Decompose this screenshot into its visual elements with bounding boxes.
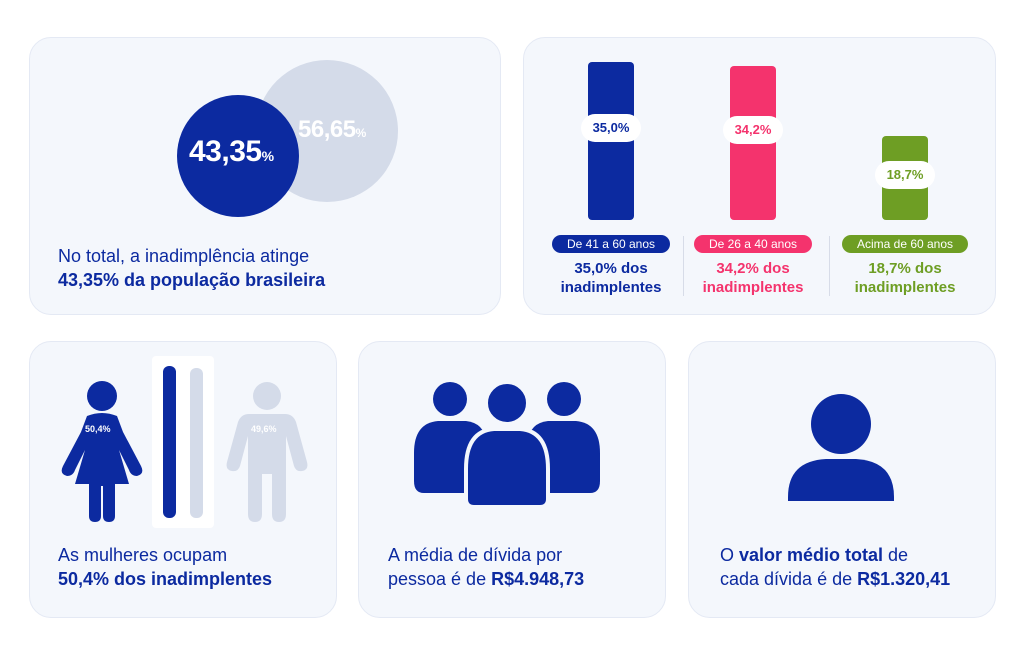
age-description-line: inadimplentes xyxy=(560,279,662,296)
age-description-line: 18,7% dos xyxy=(868,260,942,277)
age-description: 34,2% dos inadimplentes xyxy=(678,259,828,297)
age-bar-value-label: 35,0% xyxy=(581,114,641,143)
women-value: 50,4% xyxy=(85,424,111,434)
age-category-badge: Acima de 60 anos xyxy=(842,235,968,253)
value-caption-suffix: de xyxy=(883,545,909,565)
women-share-bar xyxy=(163,366,176,518)
age-description-line: 34,2% dos xyxy=(716,260,790,277)
inadimplente-percentage: 43,35% xyxy=(189,135,274,169)
value-caption-bold: valor médio total xyxy=(739,545,884,565)
other-unit: % xyxy=(355,126,367,140)
gender-caption-line2: 50,4% dos inadimplentes xyxy=(58,569,273,589)
total-card: 56,65% 43,35% No total, a inadimplência … xyxy=(29,37,501,315)
average-debt-value: R$4.948,73 xyxy=(491,569,585,589)
average-caption-line1: A média de dívida por xyxy=(388,545,563,565)
men-value: 49,6% xyxy=(251,424,277,434)
age-chart-card: 35,0% De 41 a 60 anos 35,0% dos inadimplent… xyxy=(523,37,996,315)
inadimplente-circle: 43,35% xyxy=(177,95,299,217)
value-caption-line2: cada dívida é de R$1.320,41 xyxy=(720,567,950,591)
average-caption: A média de dívida por pessoa é de R$4.94… xyxy=(388,543,584,591)
value-caption-prefix: O xyxy=(720,545,740,565)
age-description-line: 35,0% dos xyxy=(574,260,648,277)
total-caption-line1: No total, a inadimplência atinge xyxy=(58,246,310,266)
age-description-line: inadimplentes xyxy=(702,279,804,296)
age-category-badge: De 41 a 60 anos xyxy=(552,235,670,253)
age-description: 18,7% dos inadimplentes xyxy=(830,259,980,297)
value-caption-line2-prefix: cada dívida é de xyxy=(720,569,858,589)
average-value-card: O valor médio total de cada dívida é de … xyxy=(688,341,996,618)
gender-caption: As mulheres ocupam 50,4% dos inadimplent… xyxy=(58,543,272,591)
average-caption-prefix: pessoa é de xyxy=(388,569,492,589)
age-divider xyxy=(829,236,830,296)
age-description: 35,0% dos inadimplentes xyxy=(536,259,686,297)
man-icon: 49,6% xyxy=(223,380,311,522)
age-bar-value-label: 18,7% xyxy=(875,161,935,190)
gender-bars-frame xyxy=(152,356,214,528)
other-value: 56,65 xyxy=(298,116,356,143)
average-value-amount: R$1.320,41 xyxy=(857,569,951,589)
age-description-line: inadimplentes xyxy=(854,279,956,296)
inadimplente-unit: % xyxy=(261,148,275,164)
age-bar-value-label: 34,2% xyxy=(723,116,783,145)
average-caption-line2: pessoa é de R$4.948,73 xyxy=(388,567,584,591)
average-debt-card: A média de dívida por pessoa é de R$4.94… xyxy=(358,341,666,618)
total-caption: No total, a inadimplência atinge 43,35% … xyxy=(58,244,325,292)
age-divider xyxy=(683,236,684,296)
age-category-badge: De 26 a 40 anos xyxy=(694,235,812,253)
gender-card: 50,4% 49,6% As mulheres ocupam 50,4% dos… xyxy=(29,341,337,618)
person-icon xyxy=(786,393,896,508)
woman-icon: 50,4% xyxy=(57,380,147,522)
total-caption-line2: 43,35% da população brasileira xyxy=(58,270,326,290)
other-percentage: 56,65% xyxy=(298,116,366,144)
men-share-bar xyxy=(190,368,203,518)
value-caption: O valor médio total de cada dívida é de … xyxy=(720,543,950,591)
gender-caption-line1: As mulheres ocupam xyxy=(58,545,228,565)
inadimplente-value: 43,35 xyxy=(189,135,262,168)
value-caption-line1: O valor médio total de xyxy=(720,543,950,567)
group-of-people-icon xyxy=(414,380,600,512)
